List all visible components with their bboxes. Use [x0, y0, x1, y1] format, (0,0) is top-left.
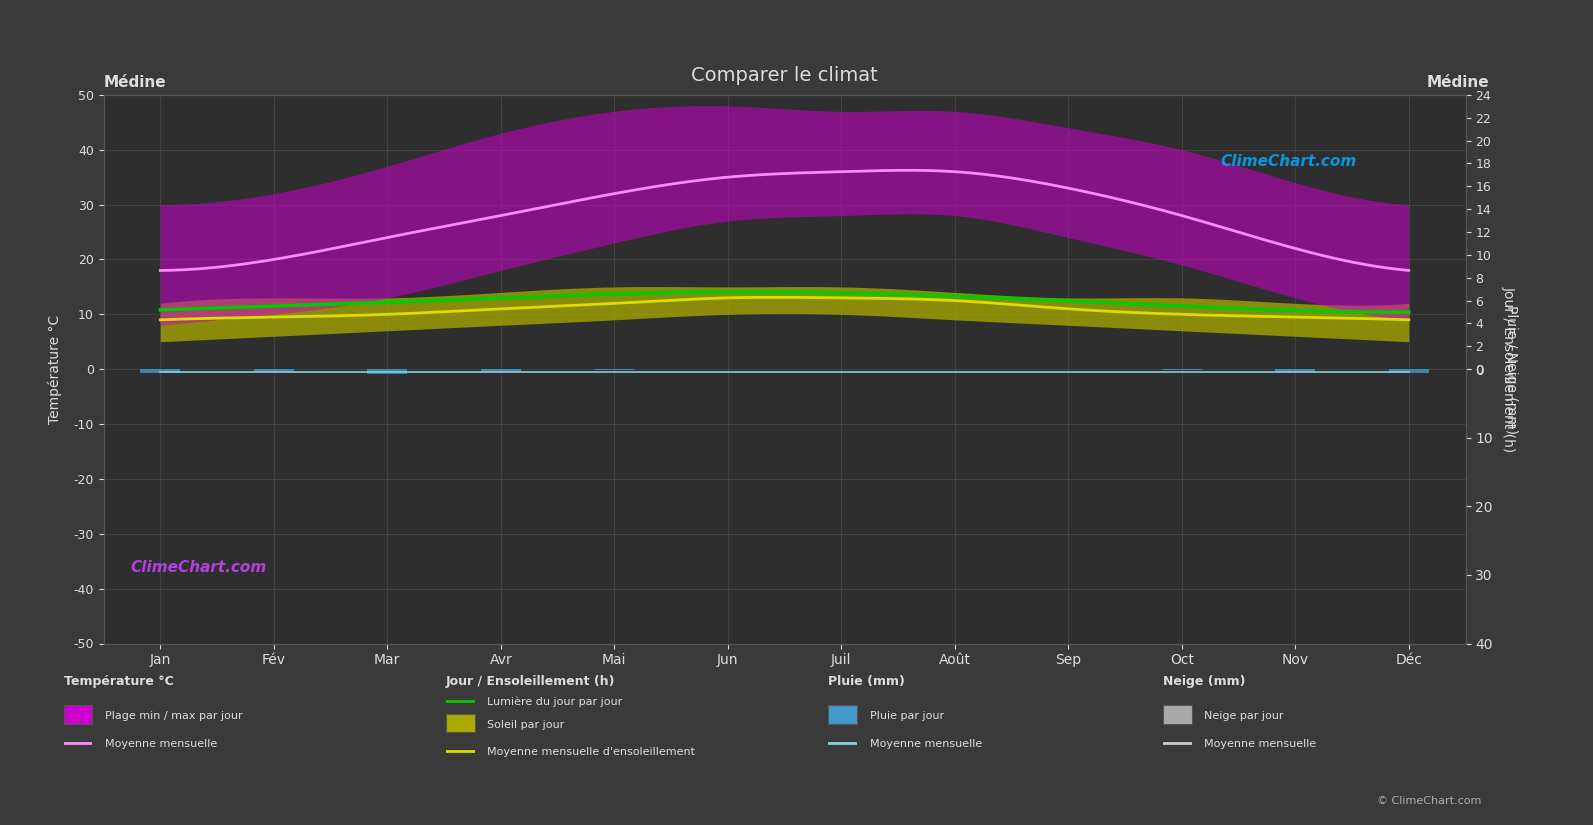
- Y-axis label: Jour / Ensoleillement (h): Jour / Ensoleillement (h): [1502, 286, 1517, 452]
- Text: Pluie (mm): Pluie (mm): [828, 675, 905, 688]
- Text: Neige par jour: Neige par jour: [1204, 711, 1284, 721]
- Text: ClimeChart.com: ClimeChart.com: [131, 560, 268, 575]
- Text: Lumière du jour par jour: Lumière du jour par jour: [487, 697, 623, 707]
- Text: Jour / Ensoleillement (h): Jour / Ensoleillement (h): [446, 675, 615, 688]
- Text: © ClimeChart.com: © ClimeChart.com: [1376, 796, 1481, 806]
- Text: Moyenne mensuelle d'ensoleillement: Moyenne mensuelle d'ensoleillement: [487, 747, 696, 757]
- Text: Plage min / max par jour: Plage min / max par jour: [105, 711, 242, 721]
- Bar: [1276, 370, 1316, 372]
- Text: Pluie par jour: Pluie par jour: [870, 711, 945, 721]
- Text: Moyenne mensuelle: Moyenne mensuelle: [870, 738, 981, 748]
- Text: Température °C: Température °C: [64, 675, 174, 688]
- Text: ClimeChart.com: ClimeChart.com: [1220, 154, 1357, 169]
- Y-axis label: Pluie / Neige (mm): Pluie / Neige (mm): [1504, 304, 1518, 434]
- Text: Neige (mm): Neige (mm): [1163, 675, 1246, 688]
- Y-axis label: Température °C: Température °C: [48, 314, 62, 424]
- Bar: [368, 370, 408, 374]
- Bar: [140, 370, 180, 373]
- Bar: [481, 370, 521, 372]
- Text: Médine: Médine: [104, 74, 166, 90]
- Text: Moyenne mensuelle: Moyenne mensuelle: [105, 738, 217, 748]
- Text: Soleil par jour: Soleil par jour: [487, 719, 564, 729]
- Text: Médine: Médine: [1427, 74, 1489, 90]
- Bar: [253, 370, 293, 372]
- Text: Moyenne mensuelle: Moyenne mensuelle: [1204, 738, 1316, 748]
- Title: Comparer le climat: Comparer le climat: [691, 66, 878, 85]
- Bar: [1389, 370, 1429, 373]
